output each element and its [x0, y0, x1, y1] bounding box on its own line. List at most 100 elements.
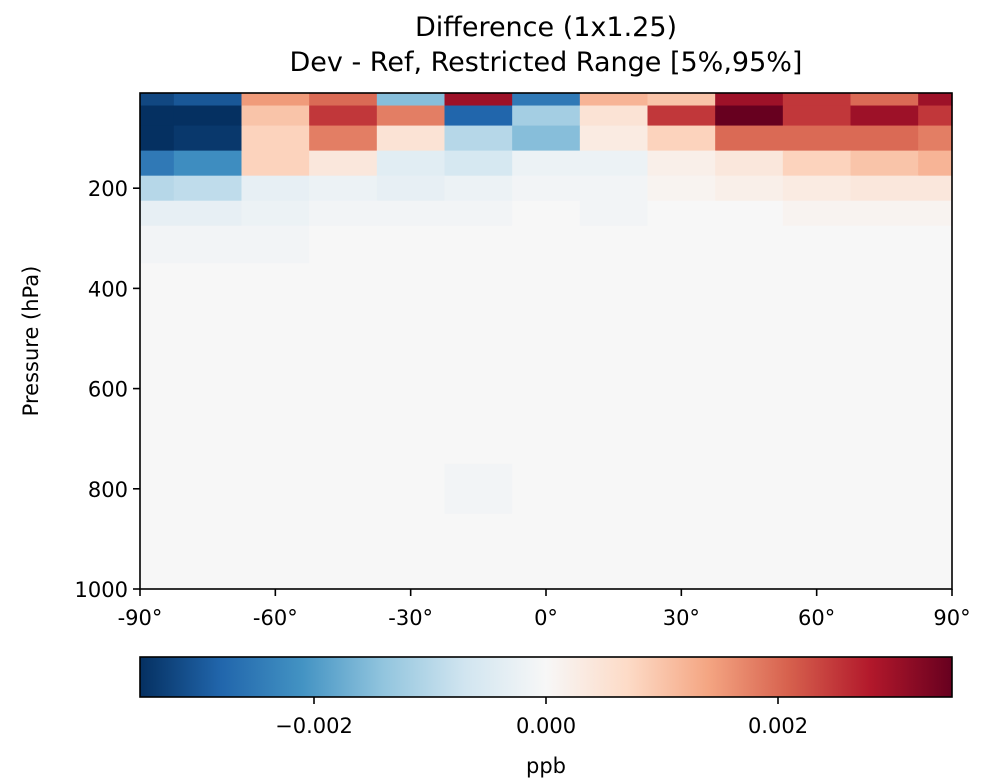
heatmap-cell — [241, 413, 310, 465]
heatmap-cell — [579, 150, 649, 177]
heatmap-cell — [444, 150, 513, 177]
heatmap-cell — [140, 105, 175, 127]
y-axis-label: Pressure (hPa) — [19, 266, 43, 417]
heatmap-cell — [782, 563, 852, 590]
heatmap-cell — [782, 225, 852, 264]
heatmap-cell — [782, 263, 852, 315]
heatmap-cell — [309, 413, 378, 465]
heatmap-cell — [241, 363, 310, 415]
y-tick-label: 600 — [88, 378, 128, 402]
heatmap-cell — [579, 463, 649, 515]
heatmap-cell — [512, 150, 581, 177]
heatmap-cell — [140, 225, 175, 264]
heatmap-cell — [850, 313, 919, 365]
heatmap-cell — [782, 105, 852, 127]
heatmap-cell — [512, 463, 581, 515]
heatmap-cell — [309, 175, 378, 202]
heatmap-cell — [241, 563, 310, 590]
heatmap-cell — [241, 105, 310, 127]
heatmap-cell — [173, 225, 243, 264]
heatmap-cell — [309, 225, 378, 264]
heatmap-cell — [173, 150, 243, 177]
x-tick-label: -60° — [253, 606, 298, 630]
heatmap-cell — [647, 463, 716, 515]
heatmap-cell — [140, 563, 175, 590]
heatmap-cell — [512, 363, 581, 415]
heatmap-cell — [918, 105, 953, 127]
heatmap-cell — [850, 263, 919, 315]
heatmap-cell — [647, 200, 716, 227]
heatmap-cell — [782, 513, 852, 565]
heatmap-cell — [715, 313, 784, 365]
colorbar-tick-label: −0.002 — [275, 714, 353, 738]
heatmap-cell — [173, 513, 243, 565]
colorbar-axis: −0.002 0.000 0.002 — [275, 697, 808, 738]
heatmap-cell — [444, 463, 513, 515]
heatmap-cell — [579, 513, 649, 565]
heatmap-cell — [173, 563, 243, 590]
heatmap-cell — [918, 93, 953, 107]
heatmap-cell — [140, 413, 175, 465]
heatmap-cell — [173, 313, 243, 365]
heatmap-cell — [918, 413, 953, 465]
heatmap-cell — [647, 363, 716, 415]
heatmap-cell — [918, 513, 953, 565]
heatmap-cell — [173, 125, 243, 152]
heatmap-cell — [376, 413, 446, 465]
y-tick-label: 200 — [88, 177, 128, 201]
heatmap-cell — [309, 93, 378, 107]
heatmap-cell — [715, 513, 784, 565]
y-tick-label: 400 — [88, 277, 128, 301]
heatmap-cell — [309, 363, 378, 415]
heatmap-cell — [309, 150, 378, 177]
heatmap-cell — [579, 563, 649, 590]
heatmap-cell — [241, 150, 310, 177]
heatmap-cell — [918, 175, 953, 202]
heatmap-cell — [850, 125, 919, 152]
heatmap-cell — [918, 563, 953, 590]
heatmap-cell — [715, 563, 784, 590]
heatmap-cell — [579, 200, 649, 227]
heatmap-cell — [376, 513, 446, 565]
heatmap-cell — [850, 93, 919, 107]
x-tick-label: 60° — [798, 606, 835, 630]
heatmap-cell — [850, 513, 919, 565]
heatmap-cell — [579, 313, 649, 365]
heatmap-cell — [173, 263, 243, 315]
heatmap-cell — [309, 263, 378, 315]
x-tick-label: -90° — [118, 606, 163, 630]
heatmap-cell — [376, 263, 446, 315]
heatmap-cell — [512, 563, 581, 590]
heatmap-cell — [376, 563, 446, 590]
heatmap-cell — [376, 105, 446, 127]
heatmap-cell — [309, 125, 378, 152]
heatmap-cell — [241, 93, 310, 107]
heatmap-cell — [512, 513, 581, 565]
x-tick-label: 90° — [933, 606, 970, 630]
heatmap-cell — [647, 150, 716, 177]
heatmap-cell — [376, 125, 446, 152]
heatmap-cell — [444, 313, 513, 365]
heatmap-cell — [173, 105, 243, 127]
heatmap-cell — [444, 363, 513, 415]
heatmap-cell — [444, 200, 513, 227]
x-tick-label: -30° — [388, 606, 433, 630]
heatmap-cell — [715, 263, 784, 315]
heatmap-cell — [850, 363, 919, 415]
heatmap-cell — [715, 225, 784, 264]
heatmap-cell — [376, 363, 446, 415]
heatmap-cell — [850, 225, 919, 264]
heatmap-cell — [444, 105, 513, 127]
heatmap-cell — [579, 363, 649, 415]
heatmap-cell — [647, 563, 716, 590]
heatmap-cell — [309, 563, 378, 590]
heatmap-cell — [309, 200, 378, 227]
colorbar-tick-label: 0.002 — [748, 714, 808, 738]
heatmap-cell — [715, 150, 784, 177]
heatmap-cell — [444, 93, 513, 107]
heatmap-cell — [579, 125, 649, 152]
y-tick-label: 800 — [88, 478, 128, 502]
heatmap-cell — [309, 463, 378, 515]
heatmap-cell — [444, 513, 513, 565]
heatmap-cell — [918, 150, 953, 177]
